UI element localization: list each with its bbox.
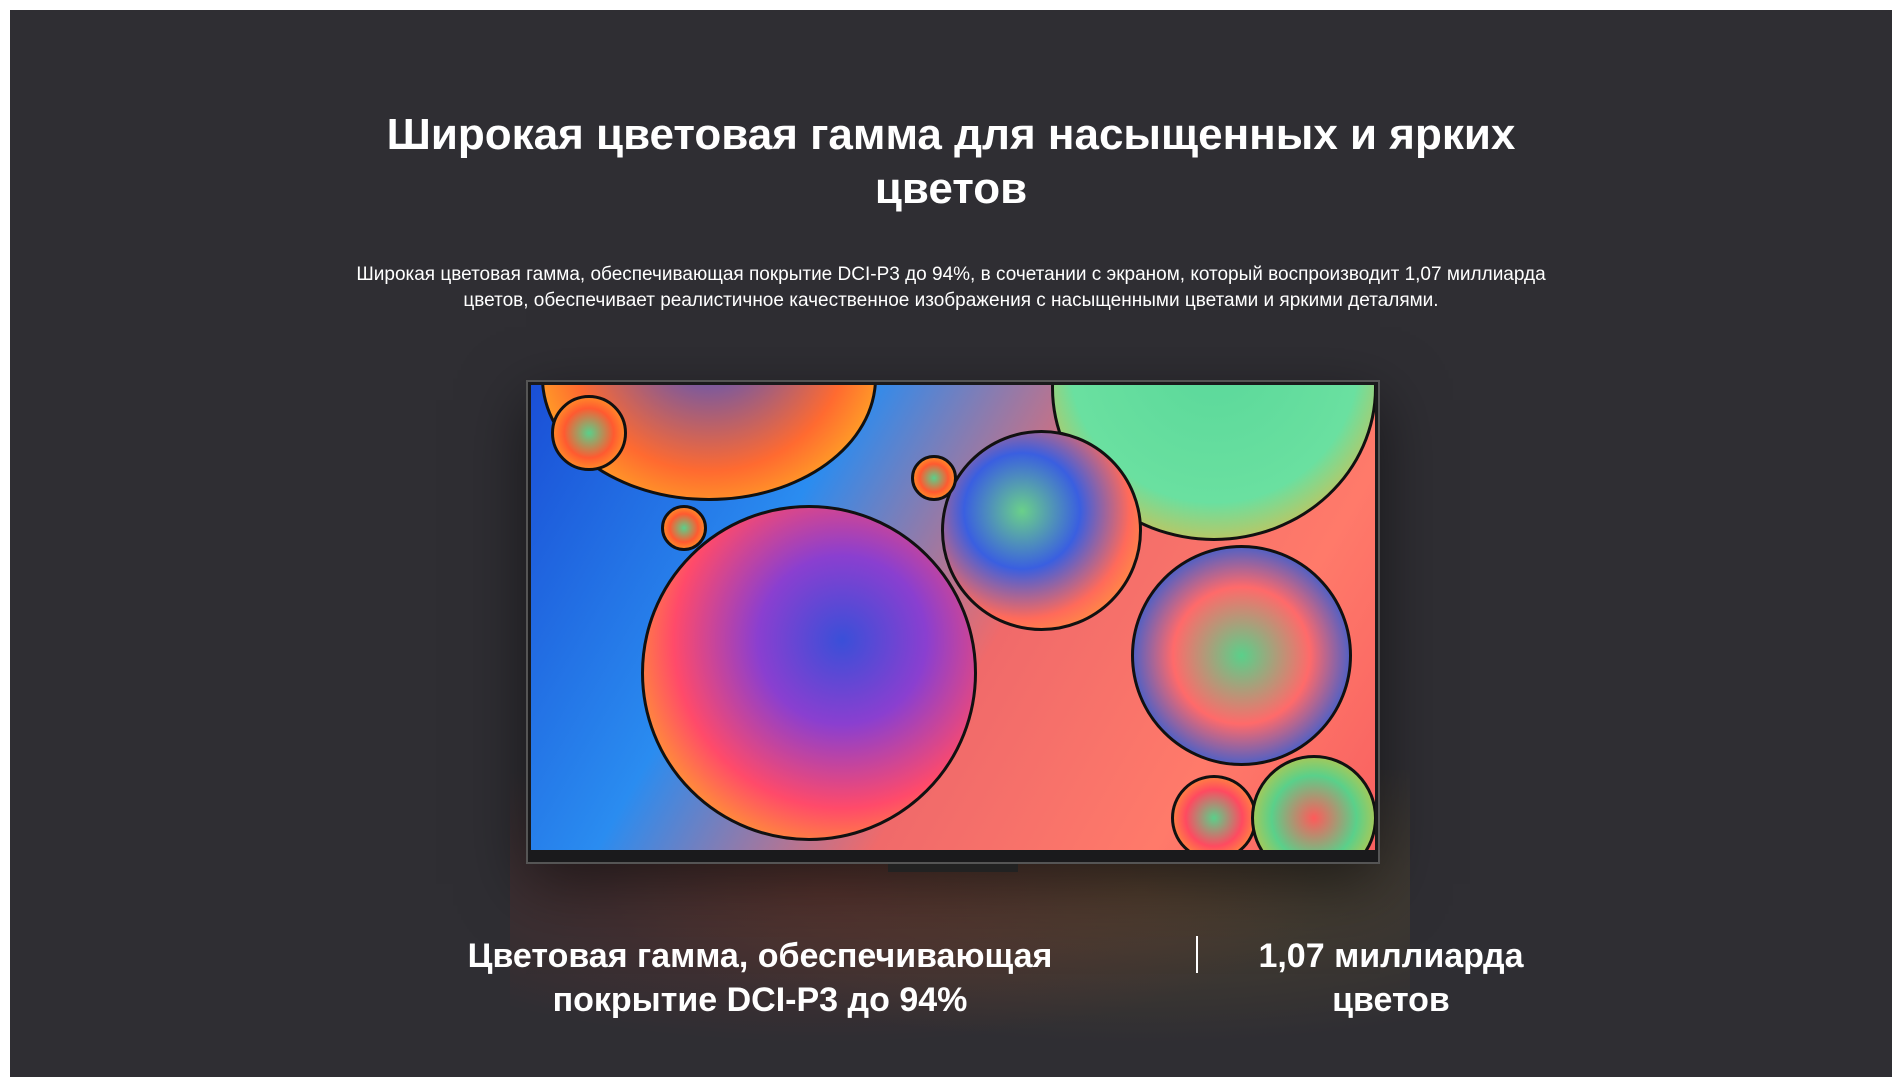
bubble [1251,755,1375,850]
stat-divider [1196,936,1198,973]
bubble [941,430,1142,631]
stat-colors-count: 1,07 миллиарда цветов [1241,934,1541,1022]
stat-line: цветов [1332,981,1450,1019]
stat-color-gamut: Цветовая гамма, обеспечивающая покрытие … [410,934,1110,1022]
bubble [641,505,977,841]
title-line: цветов [874,164,1028,213]
tv-stand [888,864,1018,872]
section-title: Широкая цветовая гамма для насыщенных и … [10,108,1892,216]
section-panel: Широкая цветовая гамма для насыщенных и … [10,10,1892,1077]
bubble [1171,775,1257,850]
title-line: Широкая цветовая гамма для насыщенных и … [386,110,1516,159]
tv-screen-bubbles [531,385,1375,850]
stat-line: 1,07 миллиарда [1258,937,1524,975]
section-description: Широкая цветовая гамма, обеспечивающая п… [356,264,1546,311]
stat-line: покрытие DCI-P3 до 94% [552,981,968,1019]
bubble [1131,545,1352,766]
bubble [911,455,957,501]
bubble [551,395,627,471]
bubble [661,505,707,551]
stat-line: Цветовая гамма, обеспечивающая [467,937,1053,975]
tv-image [526,380,1380,872]
